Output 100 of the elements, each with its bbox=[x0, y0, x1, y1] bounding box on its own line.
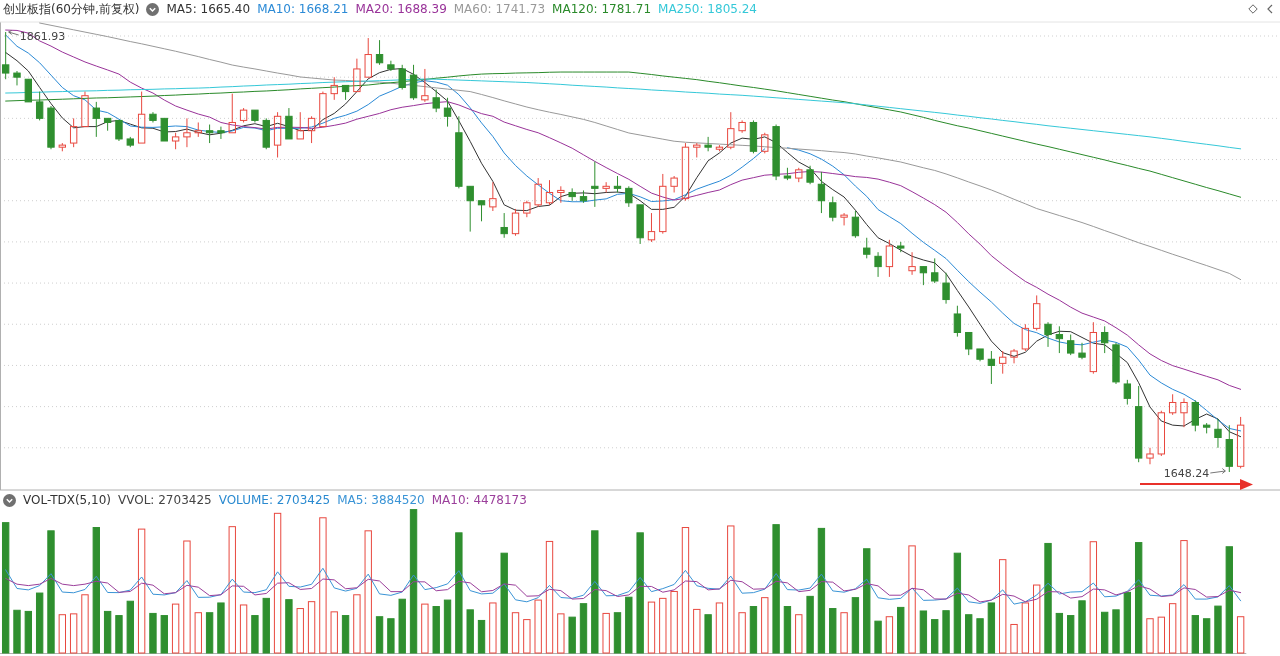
bar bbox=[1055, 612, 1064, 654]
candlestick bbox=[874, 251, 882, 278]
candlestick bbox=[727, 111, 735, 150]
bar bbox=[341, 615, 350, 654]
bar bbox=[149, 612, 157, 654]
bar bbox=[1112, 609, 1120, 654]
bar bbox=[1134, 542, 1143, 654]
bar bbox=[919, 610, 928, 654]
bar bbox=[1191, 615, 1199, 654]
bar bbox=[1100, 611, 1109, 654]
candlestick bbox=[840, 212, 848, 226]
candlestick bbox=[1180, 397, 1188, 428]
candlestick bbox=[1089, 321, 1098, 375]
candlestick bbox=[919, 266, 928, 286]
bar bbox=[965, 614, 973, 654]
candlestick bbox=[194, 121, 202, 138]
candlestick bbox=[183, 117, 191, 148]
bar bbox=[466, 609, 474, 654]
candlestick bbox=[500, 212, 508, 239]
bar bbox=[817, 527, 826, 654]
bar bbox=[942, 610, 950, 654]
candlestick bbox=[81, 91, 89, 128]
bar bbox=[591, 530, 599, 654]
candlestick bbox=[307, 115, 316, 144]
text: MA120: 1781.71 bbox=[552, 2, 652, 16]
bar bbox=[387, 618, 395, 654]
bar bbox=[1202, 618, 1211, 654]
bar bbox=[251, 615, 259, 654]
bar bbox=[1, 522, 10, 654]
candlestick bbox=[965, 331, 973, 356]
bar bbox=[35, 592, 44, 654]
candlestick bbox=[24, 78, 33, 103]
candlestick bbox=[987, 350, 996, 385]
candlestick bbox=[1168, 393, 1177, 416]
candlestick bbox=[931, 257, 939, 284]
candlestick bbox=[35, 91, 44, 121]
candlestick bbox=[273, 111, 282, 158]
candlestick bbox=[681, 142, 690, 202]
bar bbox=[47, 530, 55, 654]
candlestick bbox=[13, 70, 21, 86]
candlestick bbox=[659, 173, 667, 235]
candlestick bbox=[69, 117, 78, 148]
bar bbox=[568, 616, 576, 654]
chart-title: 创业板指(60分钟,前复权) bbox=[3, 0, 140, 18]
candlestick bbox=[477, 200, 486, 222]
bar bbox=[115, 615, 123, 654]
bar bbox=[987, 602, 996, 654]
candlestick bbox=[217, 126, 225, 140]
bar bbox=[432, 606, 440, 654]
candlestick bbox=[1191, 399, 1199, 432]
candlestick bbox=[1078, 342, 1086, 360]
bar bbox=[13, 609, 21, 654]
candlestick bbox=[1123, 379, 1132, 406]
bar bbox=[636, 532, 644, 654]
bar bbox=[1044, 542, 1052, 654]
bar bbox=[772, 524, 780, 654]
candlestick bbox=[296, 111, 304, 140]
candlestick bbox=[557, 185, 565, 204]
bar bbox=[806, 595, 814, 654]
candlestick bbox=[115, 119, 123, 142]
bar bbox=[749, 606, 758, 654]
candlestick bbox=[443, 97, 452, 128]
bar bbox=[409, 509, 418, 654]
candlestick bbox=[942, 272, 950, 305]
candlestick bbox=[1033, 294, 1041, 331]
candlestick bbox=[92, 101, 100, 138]
bar bbox=[398, 598, 406, 654]
candlestick bbox=[647, 212, 656, 243]
bar bbox=[829, 608, 837, 654]
text: MA5: 1665.40 bbox=[166, 2, 251, 16]
candlestick bbox=[466, 185, 474, 233]
bar bbox=[863, 548, 871, 654]
candlestick bbox=[319, 91, 327, 128]
text: MA250: 1805.24 bbox=[658, 2, 757, 16]
bar bbox=[443, 599, 452, 654]
candlestick bbox=[489, 181, 497, 212]
candlestick bbox=[1055, 325, 1064, 354]
candlestick bbox=[1010, 348, 1018, 364]
bar bbox=[455, 532, 463, 654]
candlestick bbox=[885, 239, 894, 278]
annotation: 1648.24 bbox=[1163, 467, 1210, 480]
bar bbox=[1123, 591, 1132, 654]
candlestick bbox=[228, 93, 236, 134]
candlestick bbox=[999, 350, 1007, 375]
candlestick bbox=[953, 305, 962, 338]
text: MA5: 3884520 bbox=[337, 493, 425, 507]
bar bbox=[500, 552, 508, 654]
bar bbox=[24, 610, 33, 654]
bar bbox=[613, 612, 622, 654]
bar bbox=[1225, 546, 1233, 654]
chart-title: VOL-TDX(5,10) bbox=[23, 493, 112, 507]
bar bbox=[1067, 615, 1075, 654]
candlestick bbox=[908, 251, 916, 276]
candlestick bbox=[375, 39, 384, 66]
bar bbox=[851, 597, 860, 654]
bar bbox=[1214, 605, 1222, 654]
bar bbox=[285, 599, 293, 654]
candlestick bbox=[670, 175, 678, 193]
candlestick bbox=[421, 68, 429, 103]
candlestick bbox=[738, 119, 746, 134]
